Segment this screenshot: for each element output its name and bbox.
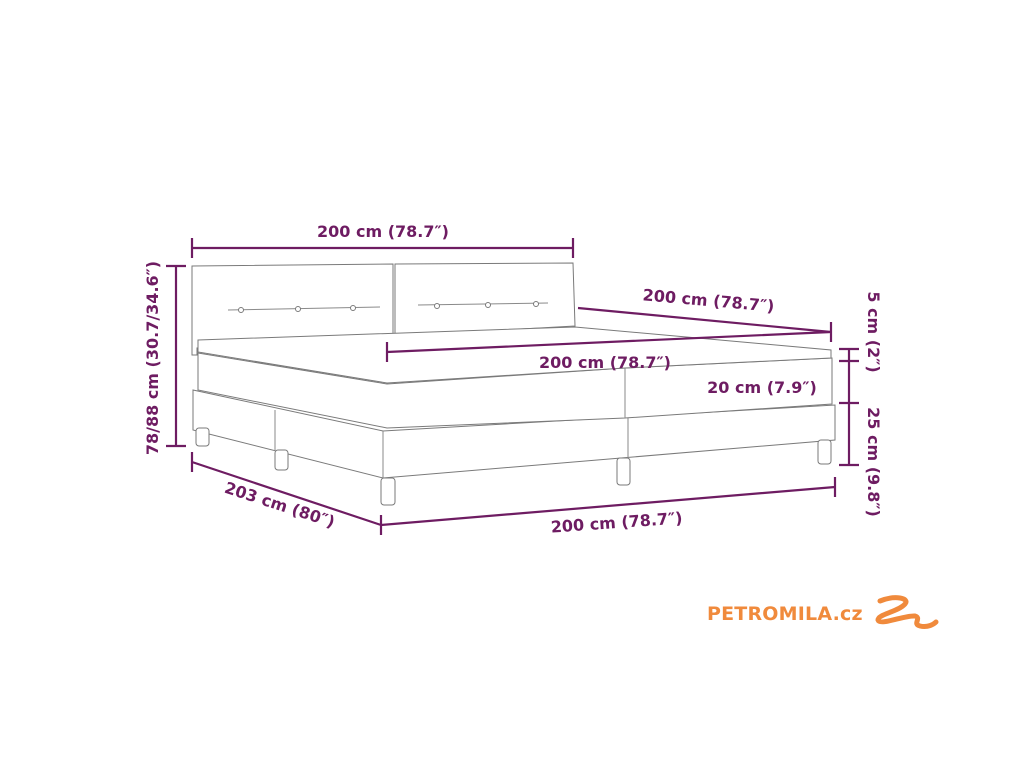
mattress [197,352,833,429]
bed-illustration [191,262,836,506]
front-width-label: 200 cm (78.7″) [550,508,683,536]
mattress-height-label: 20 cm (7.9″) [707,378,817,397]
headboard-left-panel [191,263,394,356]
brand-logo: PETROMILA.cz [707,603,863,625]
topper-height-label: 5 cm (2″) [864,291,883,372]
dimension-lines [166,238,859,535]
swoosh-icon [875,595,939,629]
mattress-width-label: 200 cm (78.7″) [539,353,671,372]
total-height-label: 78/88 cm (30.7/34.6″) [143,261,162,455]
headboard-right-panel [394,262,576,337]
base-height-label: 25 cm (9.8″) [864,407,883,517]
headboard-width-label: 200 cm (78.7″) [317,222,449,241]
back-length-label: 200 cm (78.7″) [642,285,775,315]
mattress-topper [197,326,832,384]
